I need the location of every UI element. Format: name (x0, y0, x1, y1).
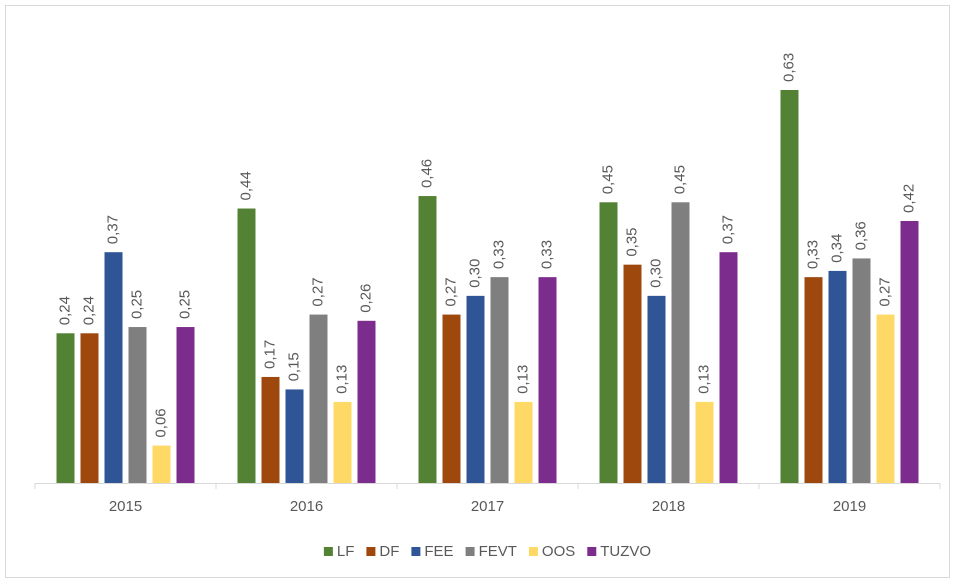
x-tick-label: 2018 (652, 498, 685, 515)
bar (514, 401, 533, 483)
bar (490, 277, 509, 483)
bar (719, 252, 738, 483)
bar (357, 320, 376, 483)
bar (418, 196, 437, 484)
value-label: 0,35 (623, 227, 640, 256)
bar (623, 264, 642, 483)
bar (285, 389, 304, 483)
x-tick-label: 2016 (290, 498, 323, 515)
value-label: 0,33 (804, 240, 821, 269)
legend-label: TUZVO (600, 543, 651, 560)
bar (309, 314, 328, 483)
bar (176, 327, 195, 483)
bar (695, 401, 714, 483)
value-label: 0,13 (333, 365, 350, 394)
value-label: 0,37 (104, 215, 121, 244)
value-label: 0,27 (876, 277, 893, 306)
x-tick-label: 2019 (833, 498, 866, 515)
legend-label: LF (337, 543, 355, 560)
x-tick-label: 2017 (471, 498, 504, 515)
bar (599, 202, 618, 484)
value-label: 0,26 (357, 284, 374, 313)
bar (828, 270, 847, 483)
value-label: 0,36 (852, 221, 869, 250)
bar (647, 295, 666, 483)
legend-label: FEVT (479, 543, 517, 560)
legend-label: DF (379, 543, 399, 560)
bar (80, 333, 99, 483)
legend-swatch (587, 547, 597, 556)
value-label: 0,33 (538, 240, 555, 269)
legend-swatch (366, 547, 376, 556)
value-label: 0,25 (176, 290, 193, 319)
value-label: 0,33 (490, 240, 507, 269)
bar (261, 376, 280, 483)
value-label: 0,45 (599, 165, 616, 194)
value-label: 0,06 (152, 408, 169, 437)
value-label: 0,27 (309, 277, 326, 306)
value-label: 0,44 (237, 171, 254, 200)
legend-swatch (465, 547, 475, 556)
value-label: 0,37 (719, 215, 736, 244)
bar (852, 258, 871, 483)
legend-label: FEE (424, 543, 453, 560)
bar (442, 314, 461, 483)
value-label: 0,24 (56, 296, 73, 325)
value-label: 0,34 (828, 234, 845, 263)
x-tick-label: 2015 (109, 498, 142, 515)
value-label: 0,13 (514, 365, 531, 394)
bar (128, 327, 147, 483)
legend-swatch (323, 547, 333, 556)
value-label: 0,42 (900, 184, 917, 213)
bar (104, 252, 123, 483)
value-label: 0,24 (80, 296, 97, 325)
bar (237, 208, 256, 483)
legend-label: OOS (542, 543, 575, 560)
value-label: 0,30 (647, 259, 664, 288)
bar (900, 221, 919, 483)
bar (804, 277, 823, 483)
value-label: 0,30 (466, 259, 483, 288)
bar (876, 314, 895, 483)
value-label: 0,63 (780, 53, 797, 82)
bar (56, 333, 75, 483)
value-label: 0,17 (261, 340, 278, 369)
value-label: 0,15 (285, 352, 302, 381)
legend-swatch (528, 547, 538, 556)
bar (671, 202, 690, 484)
bar (538, 277, 557, 483)
bar (780, 90, 799, 483)
bar (152, 445, 171, 483)
value-label: 0,27 (442, 277, 459, 306)
bar (466, 295, 485, 483)
legend-swatch (411, 547, 421, 556)
bar (333, 401, 352, 483)
value-label: 0,45 (671, 165, 688, 194)
value-label: 0,25 (128, 290, 145, 319)
value-label: 0,46 (418, 159, 435, 188)
value-label: 0,13 (695, 365, 712, 394)
